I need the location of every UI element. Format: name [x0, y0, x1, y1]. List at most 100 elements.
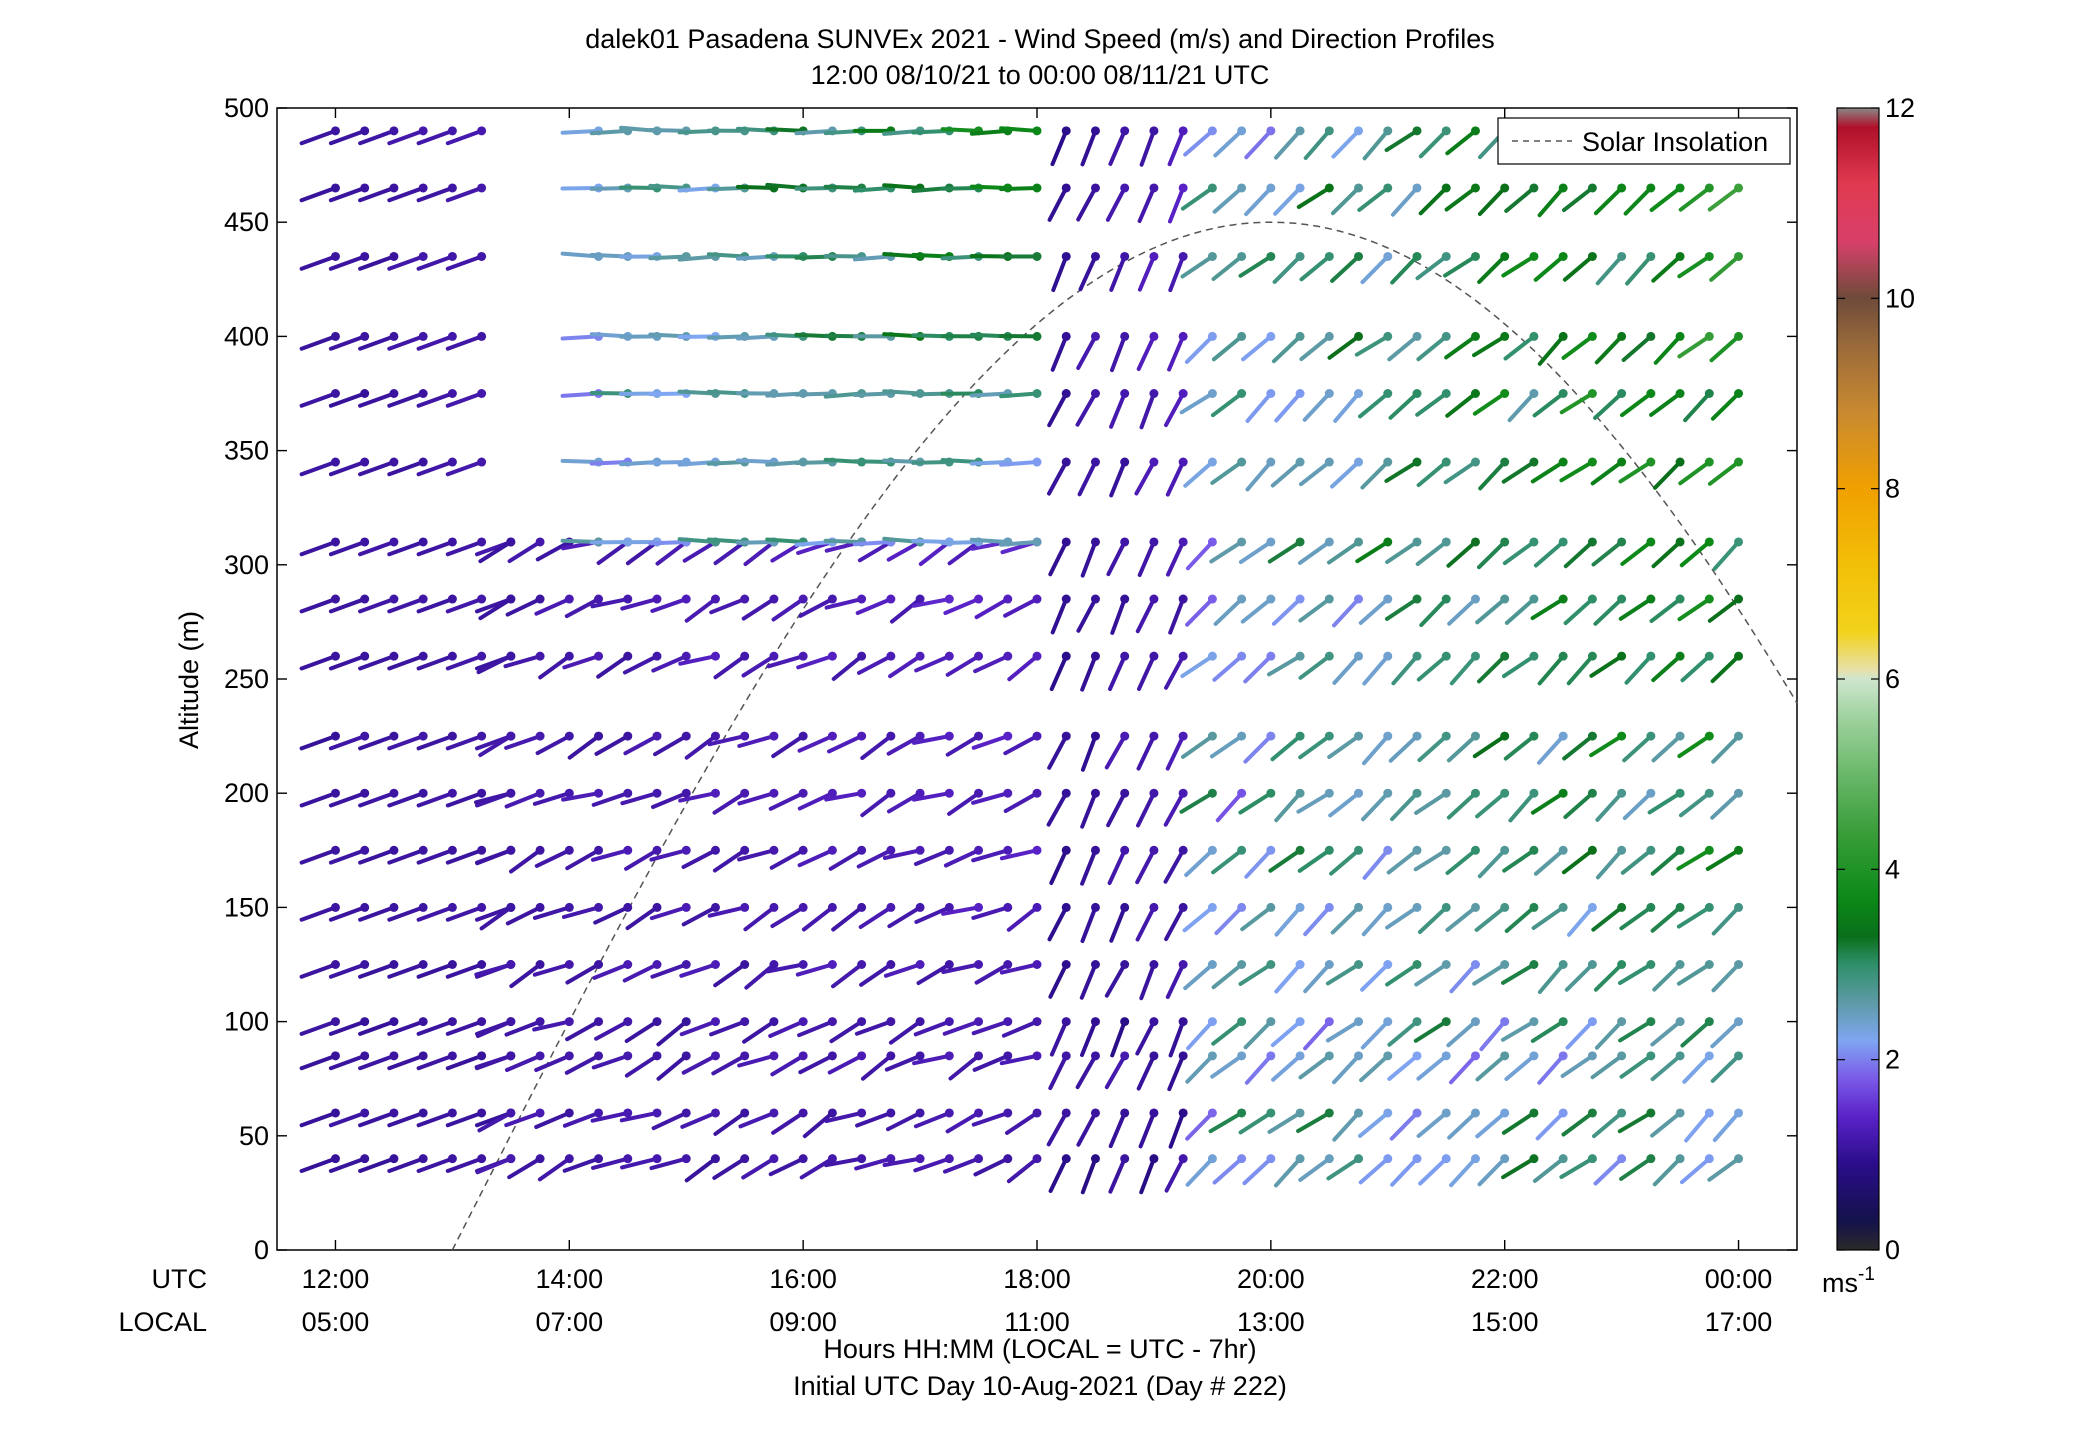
- x-tick-label-utc: 22:00: [1471, 1264, 1539, 1294]
- wind-barb-dot: [419, 183, 428, 192]
- wind-barb-dot: [1734, 1051, 1743, 1060]
- wind-barb-dot: [448, 960, 457, 969]
- x-tick-label-utc: 16:00: [769, 1264, 837, 1294]
- wind-barb-dot: [711, 1154, 720, 1163]
- wind-barb-dot: [974, 1154, 983, 1163]
- wind-barb-dot: [1646, 1051, 1655, 1060]
- wind-barb-dot: [1033, 183, 1042, 192]
- wind-barb-dot: [1296, 458, 1305, 467]
- wind-barb-dot: [1179, 1017, 1188, 1026]
- wind-barb-dot: [1676, 960, 1685, 969]
- wind-barb-dot: [536, 537, 545, 546]
- wind-barb-dot: [740, 732, 749, 741]
- wind-barb-dot: [1646, 458, 1655, 467]
- wind-barb-dot: [477, 458, 486, 467]
- wind-barb-dot: [1705, 252, 1714, 261]
- wind-barb-dot: [477, 652, 486, 661]
- wind-barb-dot: [623, 903, 632, 912]
- wind-barb-dot: [1588, 1051, 1597, 1060]
- wind-barb-dot: [1646, 252, 1655, 261]
- wind-barb-dot: [1033, 846, 1042, 855]
- wind-barb-dot: [389, 1108, 398, 1117]
- wind-barb-dot: [1383, 732, 1392, 741]
- wind-barb-dot: [1325, 389, 1334, 398]
- wind-barb-dot: [1325, 183, 1334, 192]
- wind-barb-dot: [1471, 332, 1480, 341]
- wind-barb-dot: [419, 789, 428, 798]
- wind-barb-dot: [1091, 126, 1100, 135]
- wind-barb-dot: [828, 960, 837, 969]
- wind-barb-dot: [506, 1108, 515, 1117]
- wind-barb-shaft: [767, 129, 803, 131]
- wind-barb-dot: [565, 846, 574, 855]
- wind-barb-dot: [1676, 903, 1685, 912]
- wind-barb-dot: [1413, 652, 1422, 661]
- legend: Solar Insolation: [1498, 118, 1790, 164]
- wind-barb-dot: [945, 1108, 954, 1117]
- wind-barb-dot: [769, 1051, 778, 1060]
- wind-barb-dot: [1413, 846, 1422, 855]
- wind-barb-dot: [1208, 789, 1217, 798]
- wind-barb-dot: [1179, 595, 1188, 604]
- wind-barb-dot: [360, 183, 369, 192]
- wind-barb-dot: [1296, 732, 1305, 741]
- wind-barb-dot: [1296, 332, 1305, 341]
- wind-barb-dot: [769, 732, 778, 741]
- wind-barb-dot: [1529, 1154, 1538, 1163]
- wind-barb-dot: [1266, 960, 1275, 969]
- wind-barb-dot: [1033, 1017, 1042, 1026]
- wind-barb-dot: [1588, 537, 1597, 546]
- wind-barb-dot: [1471, 126, 1480, 135]
- wind-barb-dot: [565, 1017, 574, 1026]
- wind-barb-dot: [1208, 595, 1217, 604]
- wind-barb-dot: [1266, 846, 1275, 855]
- wind-barb-dot: [1529, 252, 1538, 261]
- wind-barb-dot: [1033, 595, 1042, 604]
- wind-barb-dot: [1588, 789, 1597, 798]
- wind-barb-dot: [536, 1154, 545, 1163]
- wind-barb-dot: [1033, 252, 1042, 261]
- wind-barb-dot: [360, 1051, 369, 1060]
- wind-barb-dot: [1471, 389, 1480, 398]
- wind-barb-dot: [1529, 1017, 1538, 1026]
- wind-barb-dot: [565, 1154, 574, 1163]
- wind-barb-dot: [1413, 595, 1422, 604]
- wind-barb-dot: [1208, 846, 1217, 855]
- wind-barb-dot: [1266, 1051, 1275, 1060]
- wind-barb-dot: [1003, 903, 1012, 912]
- wind-barb-dot: [1559, 903, 1568, 912]
- wind-barb-dot: [1646, 960, 1655, 969]
- y-tick-label: 350: [224, 436, 269, 466]
- wind-barb-dot: [1646, 183, 1655, 192]
- wind-barb-dot: [506, 652, 515, 661]
- wind-barb-dot: [565, 1051, 574, 1060]
- wind-barb-dot: [1062, 537, 1071, 546]
- wind-barb-dot: [1237, 1017, 1246, 1026]
- wind-barb-dot: [1033, 389, 1042, 398]
- wind-barb-dot: [477, 537, 486, 546]
- wind-barb-dot: [1383, 1108, 1392, 1117]
- wind-barb-dot: [653, 595, 662, 604]
- wind-barb-dot: [1091, 732, 1100, 741]
- wind-barb-dot: [477, 1051, 486, 1060]
- wind-barb-dot: [945, 652, 954, 661]
- wind-barb-dot: [799, 960, 808, 969]
- wind-barb-dot: [799, 903, 808, 912]
- wind-barb-dot: [419, 846, 428, 855]
- wind-barb-dot: [1354, 732, 1363, 741]
- wind-barb-dot: [565, 960, 574, 969]
- wind-barb-dot: [331, 183, 340, 192]
- wind-barb-dot: [1529, 332, 1538, 341]
- wind-barb-dot: [1617, 332, 1626, 341]
- wind-barb-dot: [1296, 1051, 1305, 1060]
- wind-barb-dot: [389, 1154, 398, 1163]
- wind-barb-dot: [974, 960, 983, 969]
- wind-barb-dot: [1500, 1154, 1509, 1163]
- wind-barb-dot: [711, 652, 720, 661]
- wind-barb-dot: [1559, 846, 1568, 855]
- wind-barb-dot: [1296, 789, 1305, 798]
- wind-barb-dot: [1676, 1017, 1685, 1026]
- x-tick-label-local: 17:00: [1705, 1307, 1773, 1337]
- wind-barb-dot: [1471, 789, 1480, 798]
- wind-barb-dot: [1296, 652, 1305, 661]
